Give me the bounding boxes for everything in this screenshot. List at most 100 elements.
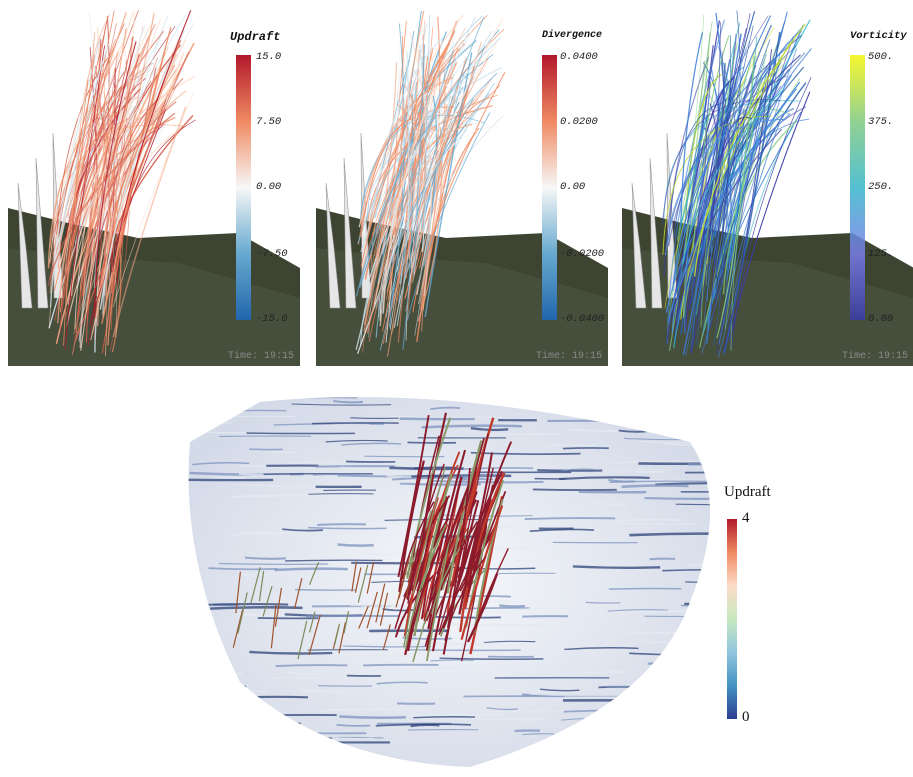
- streak: [663, 444, 726, 445]
- streak: [642, 680, 730, 681]
- streak: [646, 422, 675, 423]
- streak: [622, 485, 689, 486]
- updraft-timestamp: Time: 19:15: [228, 351, 294, 362]
- streak: [181, 624, 213, 625]
- vorticity-tick-0: 500.: [868, 51, 893, 63]
- streak: [276, 665, 348, 666]
- streak: [270, 678, 350, 679]
- streak: [662, 570, 730, 571]
- vorticity-colorbar: [850, 55, 865, 320]
- streak: [270, 598, 303, 599]
- streak: [609, 589, 682, 590]
- updraft-tick-0: 15.0: [256, 51, 281, 63]
- streak: [309, 494, 374, 495]
- streak: [209, 405, 253, 406]
- bottom-colorbar-title: Updraft: [724, 484, 771, 501]
- streak: [189, 722, 232, 724]
- divergence-colorbar-title: Divergence: [542, 30, 602, 41]
- streak: [219, 436, 311, 437]
- streak: [263, 723, 301, 724]
- volume-streamlines: [170, 382, 730, 772]
- updraft-panel: Updraft 15.0 7.50 0.00 -7.50 -15.0 Time:…: [8, 8, 300, 366]
- streak: [514, 730, 539, 731]
- streak: [488, 469, 526, 470]
- streak: [564, 710, 649, 711]
- streak: [410, 393, 468, 394]
- updraft-colorbar-title: Updraft: [230, 30, 280, 44]
- streak: [275, 569, 348, 570]
- divergence-tick-4: -0.0400: [560, 313, 604, 325]
- streak: [286, 673, 333, 674]
- streak: [312, 423, 399, 424]
- updraft-tick-2: 0.00: [256, 181, 281, 193]
- vorticity-colorbar-title: Vorticity: [850, 30, 907, 42]
- streak: [591, 724, 645, 725]
- vorticity-tick-2: 250.: [868, 181, 893, 193]
- vorticity-tick-1: 375.: [868, 116, 893, 128]
- bottom-colorbar: [727, 519, 737, 719]
- vorticity-tick-3: 125.: [868, 248, 893, 260]
- streak: [499, 605, 525, 606]
- streak: [247, 433, 355, 434]
- streak: [363, 665, 439, 666]
- streak: [411, 725, 440, 726]
- streak: [407, 442, 456, 443]
- vorticity-timestamp: Time: 19:15: [842, 351, 908, 362]
- streak: [193, 604, 288, 605]
- divergence-tick-2: 0.00: [560, 181, 585, 193]
- streak: [645, 498, 730, 499]
- bottom-tick-min: 0: [742, 709, 750, 726]
- updraft-volume-render: [170, 382, 730, 772]
- streak: [522, 616, 568, 617]
- streak: [513, 406, 598, 408]
- streak: [318, 686, 372, 687]
- streak: [629, 534, 730, 536]
- streak: [408, 730, 478, 731]
- streak: [629, 653, 728, 655]
- divergence-panel: Divergence 0.0400 0.0200 0.00 -0.0200 -0…: [316, 8, 608, 366]
- streak: [368, 396, 406, 397]
- divergence-tick-3: -0.0200: [560, 248, 604, 260]
- streak: [175, 423, 231, 424]
- divergence-timestamp: Time: 19:15: [536, 351, 602, 362]
- divergence-tick-0: 0.0400: [560, 51, 598, 63]
- divergence-colorbar: [542, 55, 557, 320]
- streak: [285, 560, 382, 561]
- streak: [571, 671, 624, 673]
- streak: [215, 410, 286, 411]
- divergence-tick-1: 0.0200: [560, 116, 598, 128]
- streak: [232, 534, 282, 535]
- streak: [525, 518, 615, 519]
- streak: [563, 448, 609, 449]
- streak: [191, 714, 267, 716]
- streak: [683, 679, 730, 681]
- vorticity-panel: Vorticity 500. 375. 250. 125. 0.00 Time:…: [622, 8, 913, 366]
- streak: [599, 728, 659, 729]
- streak: [487, 719, 544, 720]
- streak: [533, 489, 617, 490]
- streak: [568, 504, 627, 505]
- streak: [249, 449, 283, 450]
- streak: [649, 559, 675, 560]
- streak: [241, 532, 352, 533]
- streak: [320, 709, 420, 710]
- updraft-tick-3: -7.50: [256, 248, 288, 260]
- streak: [194, 686, 246, 687]
- streak: [285, 398, 357, 399]
- vorticity-tick-4: 0.00: [868, 313, 893, 325]
- streak: [619, 431, 647, 432]
- streak: [317, 524, 366, 525]
- bottom-tick-max: 4: [742, 510, 750, 527]
- streak: [573, 566, 660, 567]
- updraft-colorbar: [236, 55, 251, 320]
- streak: [650, 752, 694, 753]
- streak: [232, 496, 343, 497]
- streak: [247, 748, 285, 750]
- updraft-tick-4: -15.0: [256, 313, 288, 325]
- streak: [364, 456, 444, 457]
- streak: [204, 392, 274, 394]
- streak: [199, 673, 243, 674]
- streak: [337, 725, 371, 726]
- streak: [675, 424, 711, 426]
- streak: [242, 574, 281, 575]
